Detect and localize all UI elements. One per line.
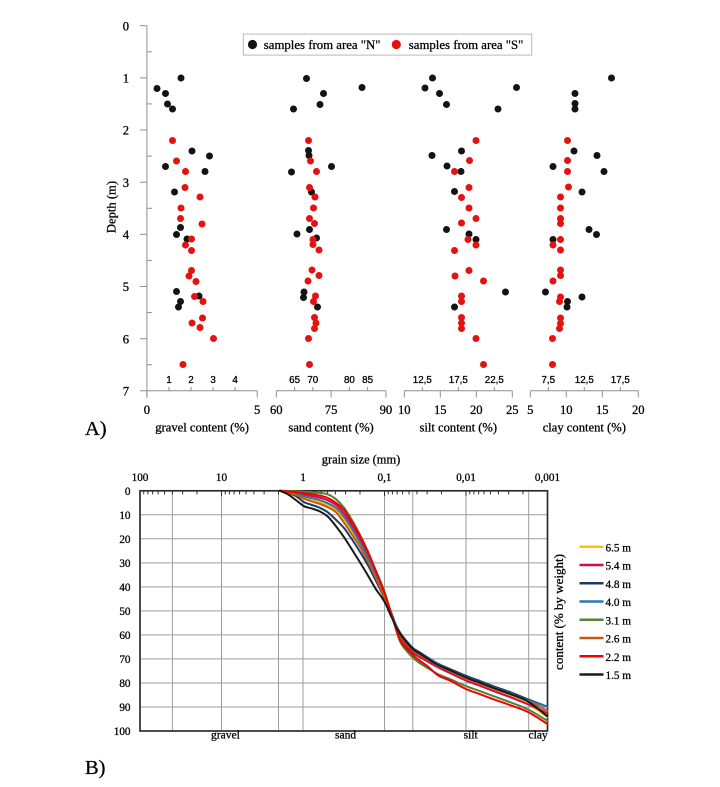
svg-text:5: 5 [123,280,129,294]
svg-text:70: 70 [119,654,131,666]
svg-text:Depth (m): Depth (m) [105,181,119,233]
svg-text:2: 2 [188,375,193,386]
svg-text:75: 75 [325,403,338,417]
svg-text:B): B) [85,757,106,779]
svg-text:clay content (%): clay content (%) [543,421,626,435]
svg-text:25: 25 [506,403,519,417]
svg-text:10: 10 [560,403,573,417]
svg-text:80: 80 [119,678,131,690]
svg-text:60: 60 [119,630,131,642]
svg-text:samples from area "N": samples from area "N" [264,38,381,52]
svg-text:0,1: 0,1 [378,472,392,484]
svg-text:85: 85 [362,375,373,386]
svg-text:10: 10 [398,403,411,417]
svg-text:4.8 m: 4.8 m [606,579,632,591]
svg-text:7,5: 7,5 [541,375,555,386]
svg-text:3.1 m: 3.1 m [606,615,632,627]
svg-text:0,01: 0,01 [456,472,476,484]
svg-text:1: 1 [166,375,171,386]
svg-text:clay: clay [529,730,548,742]
svg-text:7: 7 [123,385,129,399]
svg-text:1: 1 [123,72,129,86]
svg-text:15: 15 [434,403,447,417]
svg-text:17,5: 17,5 [449,375,469,386]
svg-text:5.4 m: 5.4 m [606,561,632,573]
svg-text:6.5 m: 6.5 m [606,542,632,554]
svg-text:silt content (%): silt content (%) [419,421,497,435]
svg-text:2.6 m: 2.6 m [606,634,632,646]
svg-text:15: 15 [596,403,609,417]
svg-text:4: 4 [232,375,238,386]
svg-text:4: 4 [123,228,130,242]
svg-text:50: 50 [119,606,131,618]
svg-text:A): A) [85,418,107,440]
svg-text:0,001: 0,001 [535,472,560,484]
svg-text:sand: sand [335,730,356,742]
svg-text:content (% by weight): content (% by weight) [551,554,566,670]
svg-text:17,5: 17,5 [611,375,631,386]
svg-text:22,5: 22,5 [485,375,505,386]
svg-text:70: 70 [307,375,318,386]
svg-text:0: 0 [144,403,150,417]
svg-text:0: 0 [123,19,129,33]
svg-text:20: 20 [632,403,645,417]
svg-text:100: 100 [132,472,149,484]
svg-text:samples from area "S": samples from area "S" [409,38,524,52]
svg-text:silt: silt [464,730,479,742]
svg-text:40: 40 [119,582,131,594]
svg-text:5: 5 [254,403,260,417]
svg-text:3: 3 [123,176,129,190]
svg-text:6: 6 [123,332,129,346]
svg-text:1.5 m: 1.5 m [606,670,632,682]
svg-text:10: 10 [119,510,131,522]
svg-text:0: 0 [125,486,131,498]
svg-text:65: 65 [289,375,300,386]
svg-text:gravel: gravel [211,730,240,742]
svg-text:sand content (%): sand content (%) [288,421,373,435]
svg-text:10: 10 [216,472,228,484]
svg-text:1: 1 [300,472,306,484]
svg-text:100: 100 [114,726,131,738]
svg-text:12,5: 12,5 [413,375,433,386]
svg-text:20: 20 [119,534,131,546]
svg-text:80: 80 [344,375,355,386]
svg-text:2.2 m: 2.2 m [606,652,632,664]
svg-text:90: 90 [380,403,393,417]
svg-text:3: 3 [210,375,216,386]
svg-text:grain size (mm): grain size (mm) [322,453,400,467]
svg-text:gravel content (%): gravel content (%) [155,421,249,435]
svg-text:5: 5 [527,403,533,417]
svg-text:30: 30 [119,558,131,570]
svg-text:12,5: 12,5 [575,375,595,386]
svg-text:20: 20 [470,403,483,417]
svg-text:90: 90 [119,702,131,714]
svg-text:4.0 m: 4.0 m [606,597,632,609]
svg-text:60: 60 [270,403,283,417]
svg-text:2: 2 [123,124,129,138]
